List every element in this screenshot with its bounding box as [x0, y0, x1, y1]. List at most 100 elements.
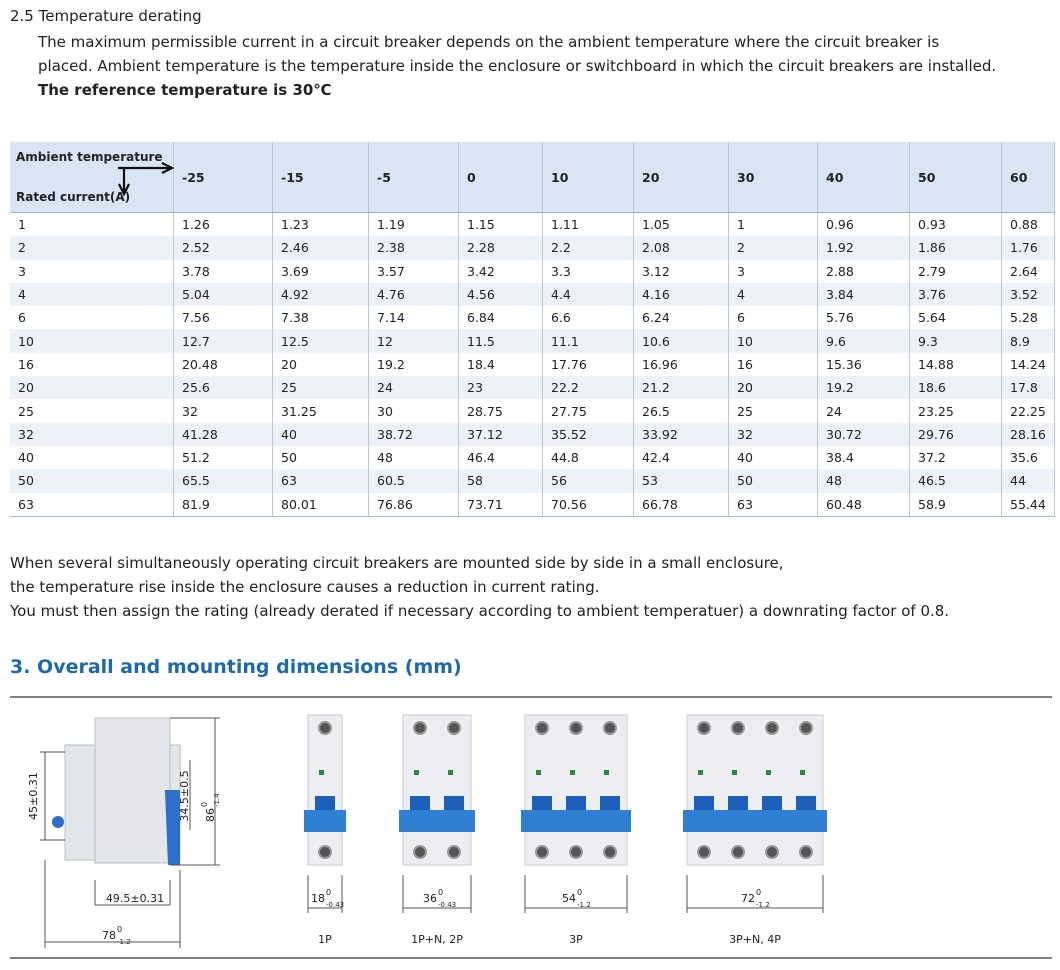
screw	[569, 845, 583, 859]
table-cell: 2.2	[542, 236, 634, 260]
screw	[603, 845, 617, 859]
toggle	[762, 796, 782, 810]
dimension-lower: -0.43	[326, 901, 344, 909]
table-cell: 6.6	[542, 306, 634, 330]
table-cell: 12	[368, 329, 459, 353]
indicator	[766, 770, 771, 775]
table-cell: 20	[10, 376, 174, 400]
dimension-base: 18	[311, 892, 325, 905]
table-cell: 70.56	[542, 492, 634, 517]
table-cell: 32	[173, 399, 273, 423]
column-header: 0	[458, 142, 543, 213]
table-cell: 18.6	[909, 376, 1002, 400]
table-cell: 3	[728, 259, 818, 283]
table-cell: 5.64	[909, 306, 1002, 330]
table-cell: 3.57	[368, 259, 459, 283]
table-cell: 24	[817, 399, 910, 423]
table-cell: 41.28	[173, 422, 273, 446]
table-cell: 63	[728, 492, 818, 517]
corner-top: Ambient temperature	[16, 150, 163, 164]
dimension-lower: -0.43	[438, 901, 456, 909]
table-cell: 2.79	[909, 259, 1002, 283]
table-cell: 16.96	[633, 352, 729, 377]
breaker-body	[524, 714, 628, 866]
table-cell: 4.92	[272, 282, 369, 307]
table-cell: 5.28	[1001, 306, 1055, 330]
table-cell: 23	[458, 376, 543, 400]
dimension-base: 78	[102, 929, 116, 942]
dimension-label: 72 0 -1.2	[741, 888, 770, 909]
table-row: 32 41.28 40 38.72 37.12 35.52 33.92 32 30.72 29.7…	[10, 422, 1055, 446]
table-row: 63 81.9 80.01 76.86 73.71 70.56 66.78 63 60.48 58…	[10, 492, 1055, 517]
table-cell: 2.88	[817, 259, 910, 283]
table-cell: 28.75	[458, 399, 543, 423]
dimension-text: 49.5±0.31	[106, 892, 164, 905]
caption: 1P+N, 2P	[411, 933, 463, 946]
table-row: 6 7.56 7.38 7.14 6.84 6.6 6.24 6 5.76 5.64 5.28	[10, 306, 1055, 330]
table-cell: 2.46	[272, 236, 369, 260]
table-cell: 3.69	[272, 259, 369, 283]
table-cell: 20	[272, 352, 369, 377]
table-cell: 1	[728, 212, 818, 237]
blue-band	[304, 810, 346, 832]
table-cell: 22.2	[542, 376, 634, 400]
corner-cell: Ambient temperature Rated current(A)	[10, 142, 175, 213]
dimension-upper: 0	[117, 925, 122, 934]
table-cell: 4	[728, 282, 818, 307]
table-cell: 7.56	[173, 306, 273, 330]
note-line: the temperature rise inside the enclosur…	[10, 578, 600, 596]
table-cell: 3.52	[1001, 282, 1055, 307]
table-cell: 65.5	[173, 469, 273, 493]
dimension-base: 36	[423, 892, 437, 905]
indicator	[448, 770, 453, 775]
toggle	[566, 796, 586, 810]
table-cell: 31.25	[272, 399, 369, 423]
table-cell: 76.86	[368, 492, 459, 517]
table-cell: 8.9	[1001, 329, 1055, 353]
table-cell: 37.12	[458, 422, 543, 446]
table-row: 25 32 31.25 30 28.75 27.75 26.5 25 24 23.25 22.25	[10, 399, 1055, 423]
table-cell: 3.42	[458, 259, 543, 283]
table-cell: 30.72	[817, 422, 910, 446]
toggle	[600, 796, 620, 810]
dimension-label: 45±0.31	[27, 772, 40, 820]
screw	[799, 845, 813, 859]
table-cell: 17.76	[542, 352, 634, 377]
column-header: 50	[909, 142, 1002, 213]
table-cell: 63	[272, 469, 369, 493]
table-cell: 25.6	[173, 376, 273, 400]
paragraph-line: The maximum permissible current in a cir…	[38, 33, 940, 51]
table-cell: 27.75	[542, 399, 634, 423]
table-cell: 4	[10, 282, 174, 307]
screw	[765, 845, 779, 859]
dimension-lower: -1.4	[213, 793, 221, 807]
screw	[697, 721, 711, 735]
indicator	[536, 770, 541, 775]
table-cell: 1.92	[817, 236, 910, 260]
table-cell: 19.2	[368, 352, 459, 377]
caption: 3P	[569, 933, 583, 946]
table-cell: 3.78	[173, 259, 273, 283]
paragraph-line: placed. Ambient temperature is the tempe…	[38, 57, 997, 75]
table-cell: 55.44	[1001, 492, 1055, 517]
screw	[765, 721, 779, 735]
table-cell: 2.08	[633, 236, 729, 260]
header-row: Ambient temperature Rated current(A) -25 -1…	[10, 142, 1055, 213]
table-cell: 14.88	[909, 352, 1002, 377]
table-cell: 51.2	[173, 445, 273, 470]
table-cell: 1.86	[909, 236, 1002, 260]
table-row: 40 51.2 50 48 46.4 44.8 42.4 40 38.4 37.2 35.6	[10, 445, 1055, 470]
table-cell: 6	[10, 306, 174, 330]
dimension-lower: -1.2	[756, 901, 770, 909]
dimension-lower: -1.2	[577, 901, 591, 909]
table-row: 4 5.04 4.92 4.76 4.56 4.4 4.16 4 3.84 3.76 3.52	[10, 282, 1055, 307]
dimension-base: 72	[741, 892, 755, 905]
dimension-lower: -1.2	[117, 938, 131, 946]
table-cell: 25	[272, 376, 369, 400]
screw	[413, 845, 427, 859]
table-cell: 35.52	[542, 422, 634, 446]
table-cell: 40	[728, 445, 818, 470]
dimension-upper: 0	[200, 802, 209, 807]
toggle	[532, 796, 552, 810]
table-cell: 1.05	[633, 212, 729, 237]
